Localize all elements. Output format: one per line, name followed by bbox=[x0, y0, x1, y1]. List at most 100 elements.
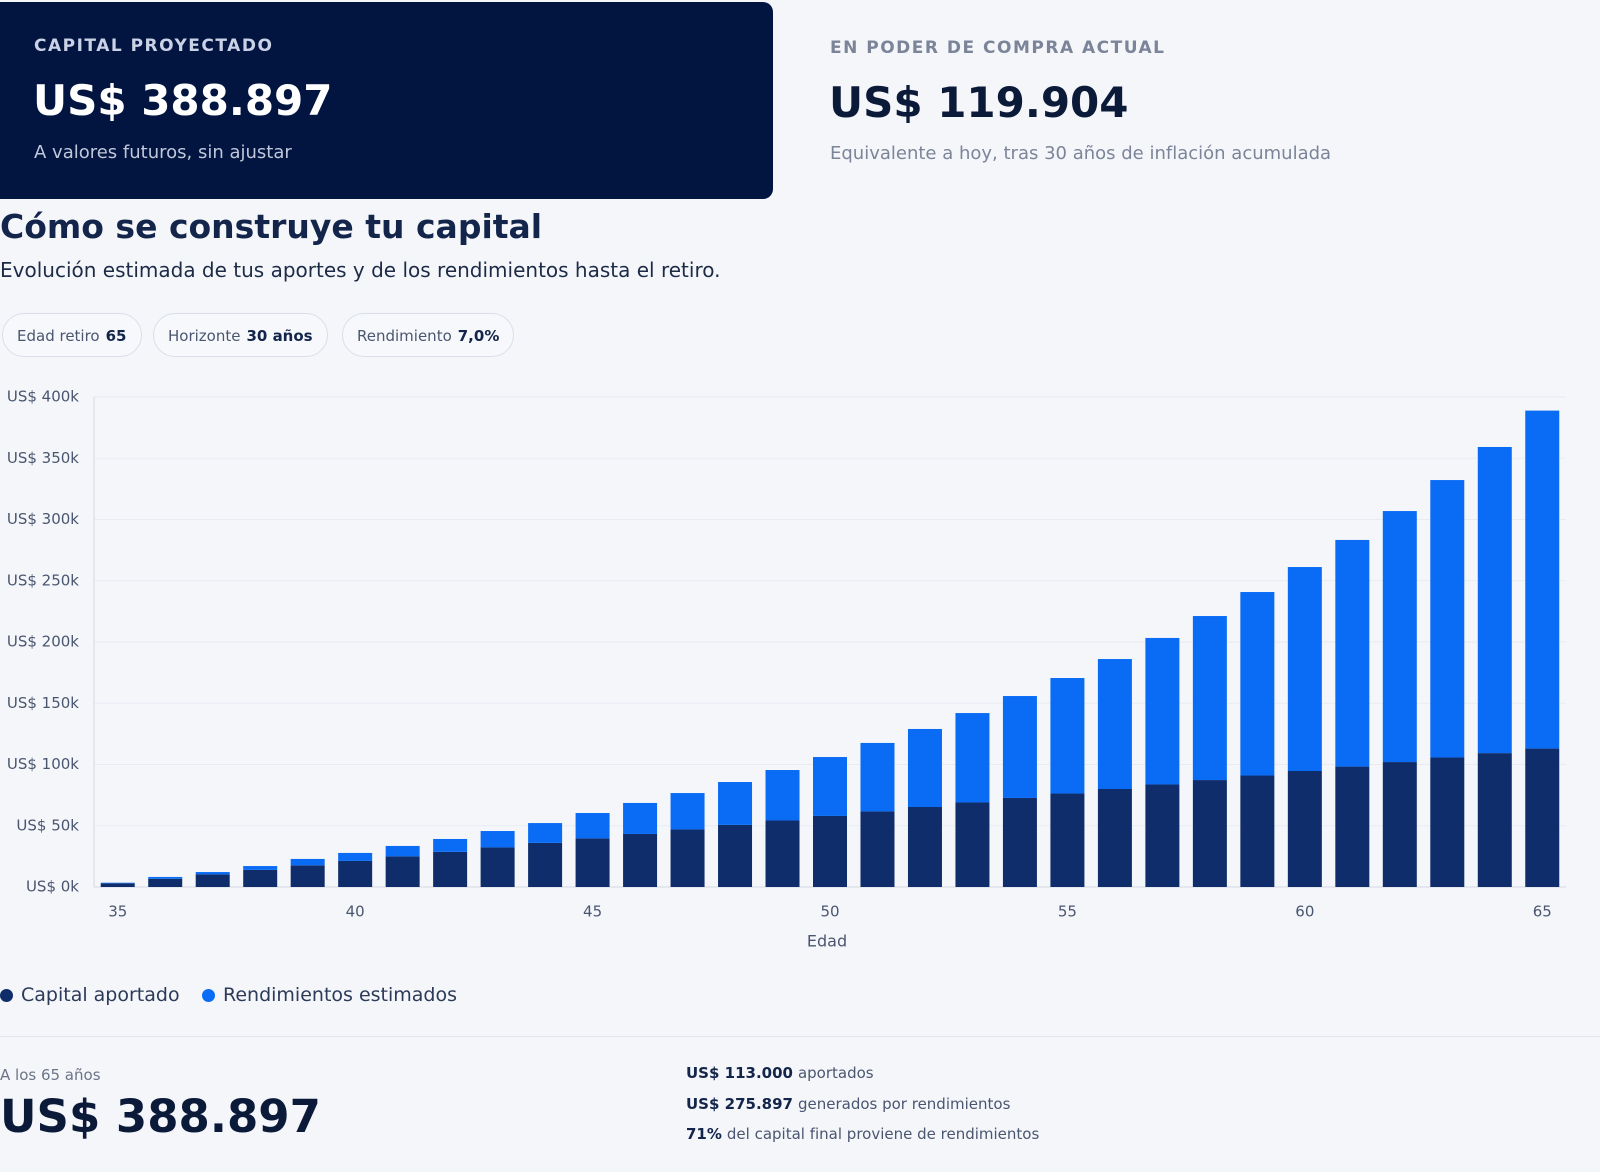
x-tick-label: 55 bbox=[1058, 903, 1077, 921]
bar-segment bbox=[1240, 775, 1275, 887]
bar-segment bbox=[243, 866, 278, 870]
section-subheading: Evolución estimada de tus aportes y de l… bbox=[0, 258, 721, 282]
y-tick-label: US$ 0k bbox=[26, 878, 79, 896]
bar-segment bbox=[1525, 748, 1560, 887]
bar-segment bbox=[433, 851, 468, 887]
pill-value: 30 años bbox=[246, 327, 313, 345]
bar-segment bbox=[1145, 784, 1180, 887]
divider bbox=[0, 1036, 1600, 1037]
bar-segment bbox=[813, 815, 847, 887]
y-tick-label: US$ 200k bbox=[7, 633, 79, 651]
summary-total: US$ 388.897 bbox=[0, 1090, 321, 1143]
bar-segment bbox=[1335, 539, 1370, 767]
x-tick-label: 45 bbox=[583, 903, 602, 921]
legend-item: Rendimientos estimados bbox=[202, 984, 457, 1006]
bar-segment bbox=[480, 847, 515, 887]
bar-segment bbox=[1050, 678, 1085, 794]
bar-segment bbox=[195, 872, 230, 875]
bar-segment bbox=[243, 869, 278, 887]
bar-segment bbox=[338, 852, 373, 861]
pill-label: Rendimiento bbox=[357, 327, 452, 345]
bar-segment bbox=[955, 713, 990, 803]
bar-segment bbox=[575, 813, 610, 839]
summary-line: US$ 275.897 generados por rendimientos bbox=[686, 1095, 1010, 1113]
x-tick-label: 65 bbox=[1533, 903, 1552, 921]
card-note: Equivalente a hoy, tras 30 años de infla… bbox=[830, 143, 1332, 164]
bar-segment bbox=[860, 811, 895, 887]
card-label: EN PODER DE COMPRA ACTUAL bbox=[830, 38, 1166, 58]
card-note: A valores futuros, sin ajustar bbox=[34, 142, 292, 163]
summary-text: del capital final proviene de rendimient… bbox=[726, 1125, 1040, 1143]
bar-segment bbox=[1382, 511, 1417, 763]
x-axis-label: Edad bbox=[807, 932, 847, 951]
bar-segment bbox=[1002, 797, 1037, 887]
card-amount: US$ 388.897 bbox=[33, 76, 333, 125]
bar-segment bbox=[718, 782, 753, 825]
y-tick-label: US$ 350k bbox=[7, 449, 79, 467]
bar-segment bbox=[385, 856, 420, 887]
bar-segment bbox=[1050, 793, 1085, 887]
summary-strong: US$ 113.000 bbox=[686, 1064, 793, 1082]
y-tick-label: US$ 150k bbox=[7, 694, 79, 712]
legend-swatch bbox=[0, 989, 13, 1002]
summary-line: 71% del capital final proviene de rendimi… bbox=[686, 1125, 1039, 1143]
summary-text: aportados bbox=[797, 1064, 874, 1082]
bar-segment bbox=[433, 838, 468, 852]
pill: Edad retiro 65 bbox=[2, 313, 142, 357]
bar-segment bbox=[623, 833, 658, 887]
bar-segment bbox=[1145, 637, 1180, 785]
bar-segment bbox=[1335, 766, 1370, 887]
bar-segment bbox=[1525, 410, 1560, 749]
pill: Rendimiento 7,0% bbox=[342, 313, 515, 357]
bar-segment bbox=[148, 878, 183, 887]
legend-item: Capital aportado bbox=[0, 984, 180, 1006]
bar-segment bbox=[907, 807, 942, 887]
summary-strong: 71% bbox=[686, 1125, 722, 1143]
bar-segment bbox=[148, 876, 183, 879]
x-tick-label: 40 bbox=[346, 903, 365, 921]
summary-text: generados por rendimientos bbox=[797, 1095, 1011, 1113]
bar-segment bbox=[195, 874, 230, 887]
bar-segment bbox=[1002, 696, 1037, 798]
bar-segment bbox=[1477, 446, 1512, 754]
y-tick-label: US$ 100k bbox=[7, 755, 79, 773]
summary-strong: US$ 275.897 bbox=[686, 1095, 793, 1113]
pill-value: 7,0% bbox=[457, 327, 500, 345]
bar-segment bbox=[1097, 659, 1132, 789]
bar-segment bbox=[1192, 780, 1227, 887]
bar-segment bbox=[100, 882, 135, 884]
summary-line: US$ 113.000 aportados bbox=[686, 1064, 874, 1082]
bar-segment bbox=[575, 838, 610, 887]
legend-swatch bbox=[202, 989, 215, 1002]
bar-segment bbox=[1287, 770, 1322, 887]
y-tick-label: US$ 400k bbox=[7, 388, 79, 406]
bar-segment bbox=[623, 802, 658, 834]
bar-segment bbox=[670, 793, 705, 830]
bar-segment bbox=[813, 757, 847, 816]
summary-label: A los 65 años bbox=[0, 1066, 101, 1084]
y-tick-label: US$ 300k bbox=[7, 510, 79, 528]
bar-segment bbox=[290, 858, 325, 866]
bar-segment bbox=[1430, 480, 1465, 758]
card-label: CAPITAL PROYECTADO bbox=[34, 36, 274, 56]
bar-segment bbox=[765, 770, 800, 821]
legend-label: Capital aportado bbox=[21, 984, 180, 1006]
pill: Horizonte 30 años bbox=[153, 313, 328, 357]
card-amount: US$ 119.904 bbox=[829, 78, 1129, 127]
projected-card bbox=[0, 2, 773, 199]
bar-segment bbox=[670, 829, 705, 887]
bar-segment bbox=[1192, 616, 1227, 781]
y-tick-label: US$ 50k bbox=[16, 816, 79, 834]
x-tick-label: 50 bbox=[820, 903, 839, 921]
bar-segment bbox=[765, 820, 800, 887]
legend-label: Rendimientos estimados bbox=[223, 984, 458, 1006]
bar-segment bbox=[338, 860, 373, 887]
x-tick-label: 60 bbox=[1295, 903, 1314, 921]
x-tick-label: 35 bbox=[108, 903, 127, 921]
bar-segment bbox=[860, 742, 895, 812]
pill-label: Horizonte bbox=[168, 327, 241, 345]
bar-segment bbox=[1287, 567, 1322, 771]
section-heading: Cómo se construye tu capital bbox=[0, 207, 543, 246]
